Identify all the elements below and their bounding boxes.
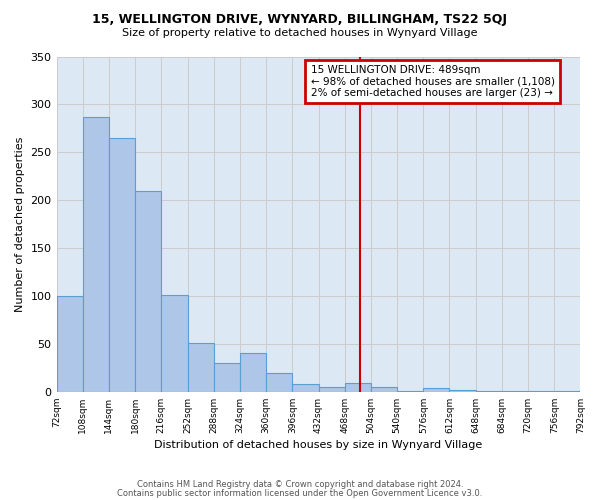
Bar — [83, 117, 109, 392]
Text: 15 WELLINGTON DRIVE: 489sqm
← 98% of detached houses are smaller (1,108)
2% of s: 15 WELLINGTON DRIVE: 489sqm ← 98% of det… — [311, 65, 554, 98]
Bar — [397, 391, 423, 392]
Bar — [214, 363, 240, 392]
Bar — [188, 343, 214, 392]
Bar — [56, 296, 83, 392]
Bar — [319, 387, 345, 392]
Bar — [161, 295, 188, 392]
Bar — [423, 388, 449, 392]
Bar — [476, 391, 502, 392]
Bar — [502, 391, 528, 392]
Bar — [345, 383, 371, 392]
Y-axis label: Number of detached properties: Number of detached properties — [15, 136, 25, 312]
Text: Size of property relative to detached houses in Wynyard Village: Size of property relative to detached ho… — [122, 28, 478, 38]
Bar — [240, 352, 266, 392]
Bar — [109, 138, 135, 392]
Bar — [554, 391, 580, 392]
Text: Contains HM Land Registry data © Crown copyright and database right 2024.: Contains HM Land Registry data © Crown c… — [137, 480, 463, 489]
Bar — [528, 391, 554, 392]
Bar — [449, 390, 476, 392]
X-axis label: Distribution of detached houses by size in Wynyard Village: Distribution of detached houses by size … — [154, 440, 482, 450]
Bar — [371, 387, 397, 392]
Text: 15, WELLINGTON DRIVE, WYNYARD, BILLINGHAM, TS22 5QJ: 15, WELLINGTON DRIVE, WYNYARD, BILLINGHA… — [92, 12, 508, 26]
Bar — [292, 384, 319, 392]
Text: Contains public sector information licensed under the Open Government Licence v3: Contains public sector information licen… — [118, 488, 482, 498]
Bar — [135, 190, 161, 392]
Bar — [266, 372, 292, 392]
